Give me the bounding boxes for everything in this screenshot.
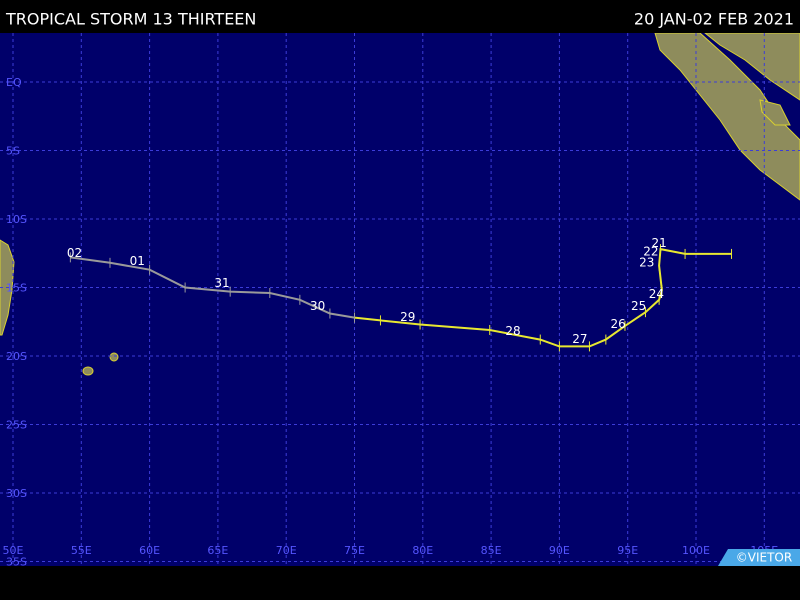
footer-bar	[0, 566, 800, 600]
credit-box	[718, 549, 800, 566]
lat-label: 10S	[6, 213, 27, 226]
date-range: 20 JAN-02 FEB 2021	[634, 10, 794, 29]
lat-label: 15S	[6, 282, 27, 295]
storm-track	[354, 247, 732, 348]
lon-label: 50E	[3, 544, 24, 557]
lon-label: 90E	[549, 544, 570, 557]
day-label: 22	[643, 244, 658, 258]
lon-label: 100E	[682, 544, 710, 557]
title: TROPICAL STORM 13 THIRTEEN	[5, 10, 256, 29]
ocean	[0, 33, 800, 566]
day-label: 02	[67, 246, 82, 260]
lon-label: 65E	[207, 544, 228, 557]
island	[759, 99, 791, 126]
lon-label: 85E	[481, 544, 502, 557]
day-label: 31	[214, 276, 229, 290]
lat-label: 5S	[6, 145, 20, 158]
day-label: 24	[649, 287, 664, 301]
lat-label: 35S	[6, 556, 27, 569]
header-bar	[0, 0, 800, 33]
lon-label: 95E	[617, 544, 638, 557]
lon-label: 80E	[412, 544, 433, 557]
day-label: 01	[130, 254, 145, 268]
malay-peninsula	[703, 32, 800, 101]
lat-label: 20S	[6, 350, 27, 363]
island	[109, 352, 119, 362]
lon-label: 60E	[139, 544, 160, 557]
lon-label: 75E	[344, 544, 365, 557]
credit: ©VIETOR	[736, 551, 792, 565]
lat-label: 25S	[6, 419, 27, 432]
day-label: 27	[572, 332, 587, 346]
day-label: 28	[505, 324, 520, 338]
day-label: 29	[400, 310, 415, 324]
lon-label: 70E	[276, 544, 297, 557]
lon-label: 55E	[71, 544, 92, 557]
day-label: 30	[310, 299, 325, 313]
day-label: 25	[631, 299, 646, 313]
lat-label: 30S	[6, 487, 27, 500]
island	[82, 366, 94, 376]
sumatra	[654, 32, 800, 201]
day-label: 26	[610, 317, 625, 331]
day-label: 21	[651, 236, 666, 250]
lat-label: EQ	[6, 76, 22, 89]
day-label: 23	[639, 255, 654, 269]
